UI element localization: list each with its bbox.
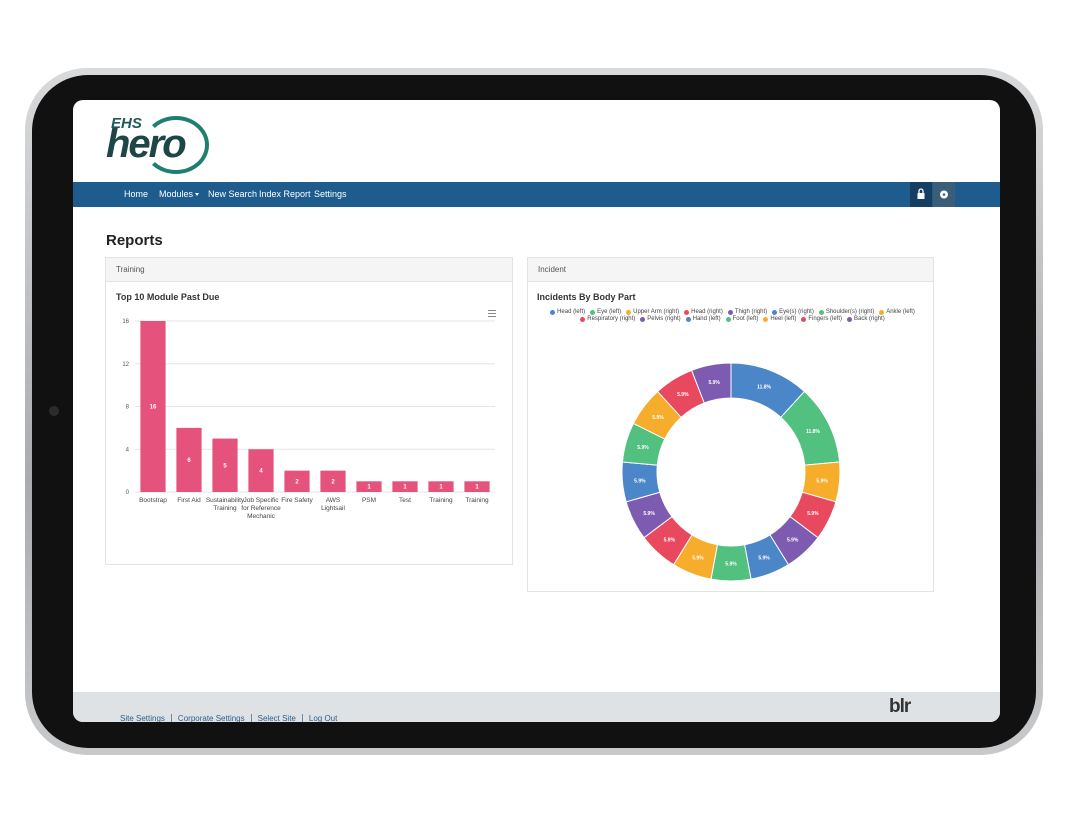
caret	[195, 193, 200, 197]
brand-logo: blr	[889, 696, 911, 717]
data-label: 5.9%	[692, 555, 704, 561]
data-label: 5.9%	[637, 445, 649, 451]
data-label: 6	[187, 458, 191, 464]
footer-link[interactable]: Corporate Settings	[170, 714, 251, 722]
panel-heading: Training	[106, 257, 512, 282]
nav-link[interactable]: Home	[124, 189, 149, 199]
panel-heading: Incident	[528, 257, 933, 282]
panel: Training	[105, 257, 513, 565]
footer-link[interactable]: Select Site	[250, 714, 302, 722]
data-label: 5.9%	[708, 380, 720, 386]
page-title: Reports	[106, 232, 163, 249]
y-tick-label: 16	[122, 319, 129, 325]
data-label: 11.8%	[757, 385, 771, 391]
logo-text: hero	[106, 122, 187, 166]
data-label: 11.8%	[806, 429, 820, 435]
y-tick-label: 12	[122, 362, 129, 368]
footer: Site Settings Corporate Settings Select Si…	[73, 692, 1000, 722]
data-label: 1	[403, 485, 407, 491]
bar	[392, 481, 418, 492]
y-tick-label: 4	[126, 447, 130, 453]
data-label: 5.9%	[634, 478, 646, 484]
data-label: 2	[331, 479, 335, 485]
lock-button[interactable]	[910, 182, 932, 207]
data-label: 5.9%	[807, 511, 819, 517]
footer-link[interactable]: Log Out	[301, 714, 344, 722]
chart-menu[interactable]	[488, 310, 496, 317]
nav-link-text: Modules	[159, 189, 194, 199]
data-label: 5.9%	[758, 555, 770, 561]
data-label: 5.9%	[677, 392, 689, 398]
data-label: 2	[295, 479, 299, 485]
help-icon	[940, 190, 948, 199]
nav-link[interactable]: New Search	[208, 189, 258, 199]
lock-icon	[917, 188, 925, 199]
nav-link[interactable]: Settings	[314, 189, 347, 199]
bar	[356, 481, 382, 492]
data-label: 1	[439, 485, 443, 491]
data-label: 5.9%	[664, 538, 676, 544]
camera	[49, 406, 59, 416]
nav-bar: Home Modules New Search Index Report Set…	[73, 182, 1000, 207]
y-tick-label: 8	[126, 405, 130, 411]
help-button[interactable]	[933, 182, 955, 207]
data-label: 1	[475, 485, 479, 491]
data-label: 1	[367, 485, 371, 491]
nav-link[interactable]: Modules	[159, 189, 200, 199]
data-label: 5.9%	[643, 511, 655, 517]
bar	[428, 481, 454, 492]
bar	[320, 470, 346, 492]
footer-link[interactable]: Site Settings	[120, 714, 165, 722]
chart-title: Top 10 Module Past Due	[116, 292, 219, 302]
nav-link[interactable]: Index Report	[259, 189, 311, 199]
data-label: 5.9%	[725, 562, 737, 568]
data-label: 5	[223, 463, 227, 469]
data-label: 5.9%	[816, 478, 828, 484]
bar	[464, 481, 490, 492]
bar	[176, 427, 202, 492]
chart-title: Incidents By Body Part	[537, 292, 636, 302]
y-tick-label: 0	[126, 490, 130, 496]
pie-slice	[690, 362, 732, 404]
bar	[212, 438, 238, 492]
bar	[248, 449, 274, 492]
bar	[284, 470, 310, 492]
data-label: 5.9%	[787, 538, 799, 544]
bar	[140, 321, 166, 492]
logo-ring	[143, 116, 209, 174]
data-label: 16	[150, 405, 157, 411]
data-label: 4	[259, 469, 263, 475]
logo-text: EHS	[111, 115, 142, 132]
data-label: 5.9%	[652, 415, 664, 421]
footer-links: Site Settings Corporate Settings Select Si…	[120, 708, 344, 722]
